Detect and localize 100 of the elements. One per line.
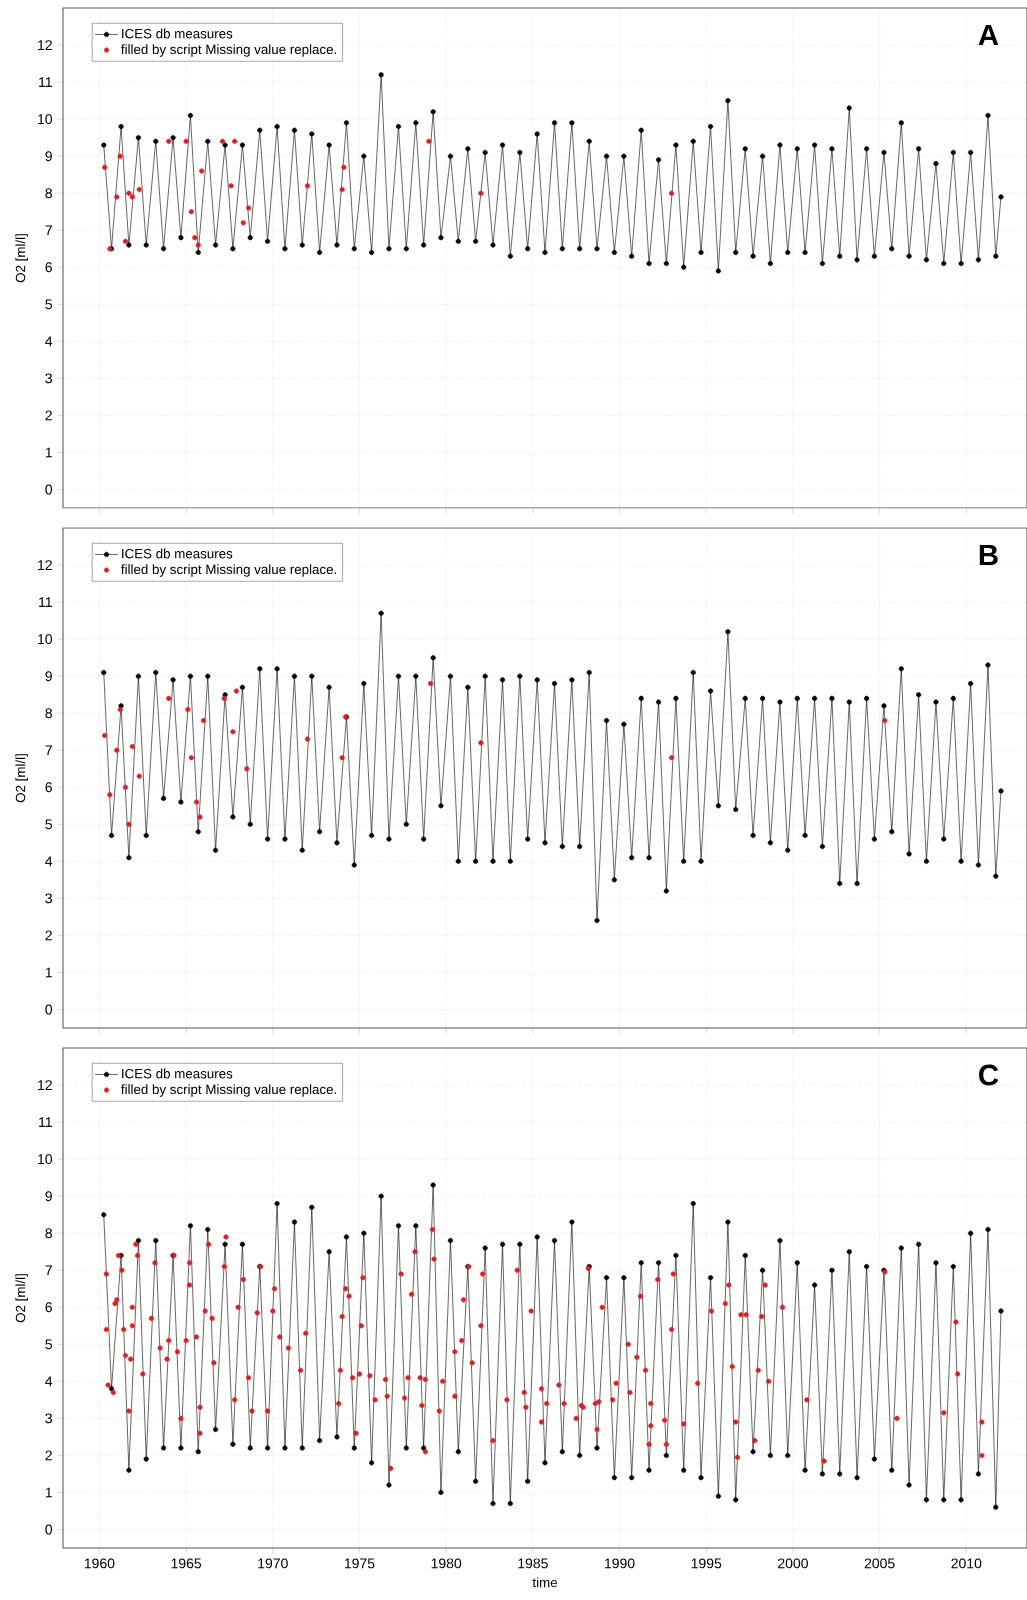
y-tick-label: 6 [45,782,52,793]
point [233,688,239,694]
y-tick-label: 4 [45,856,53,867]
legend-label: ICES db measures [122,548,233,559]
y-tick-label: 2 [45,410,52,421]
point [126,190,132,196]
y-axis-title: O2 [ml/l] [15,754,28,803]
point [122,238,128,244]
chart-title: C [979,1064,999,1086]
point [668,190,675,196]
legend-label: ICES db measures [122,28,233,39]
y-tick-label: 0 [45,1004,53,1015]
point [114,747,120,753]
point [129,743,135,750]
y-tick-label: 0 [45,1524,53,1535]
point [183,138,189,144]
y-tick-label: 4 [45,1376,53,1387]
point [102,164,108,170]
y-tick-label: 6 [45,1302,52,1313]
y-tick-label: 11 [39,77,52,87]
point [339,755,345,761]
point [244,766,250,772]
x-tick-label: 1995 [691,1558,722,1569]
point [304,183,311,189]
point [426,138,432,144]
y-tick-label: 2 [45,930,52,941]
point [341,164,347,170]
x-tick-label: 1980 [431,1558,462,1569]
y-tick-label: 12 [38,1080,52,1090]
point [193,799,200,805]
point [195,242,201,248]
y-tick-label: 11 [39,1117,52,1127]
point [199,168,205,174]
y-tick-label: 8 [45,1228,52,1239]
point [232,138,238,144]
y-tick-label: 10 [38,1154,53,1165]
point [219,138,226,144]
legend-label: filled by script Missing value replace. [121,1084,336,1097]
y-tick-label: 7 [45,1265,52,1276]
y-tick-label: 10 [38,114,53,125]
point [126,821,132,827]
y-tick-label: 10 [38,634,53,645]
point [192,235,198,241]
legend-label: ICES db measures [122,1068,233,1079]
y-tick-label: 7 [45,745,52,756]
point [166,695,172,701]
point [188,755,194,761]
y-tick-label: 3 [45,373,52,384]
y-tick-label: 1 [45,967,52,978]
y-tick-label: 3 [45,1413,52,1424]
chart-title: B [979,544,998,566]
x-tick-label: 1990 [605,1558,635,1569]
y-tick-label: 6 [45,262,52,273]
y-tick-label: 11 [39,597,52,607]
y-axis-title: O2 [ml/l] [15,1274,28,1323]
y-tick-label: 5 [45,819,52,830]
point [339,186,345,193]
y-tick-label: 2 [45,1450,52,1461]
point [117,706,123,713]
x-tick-label: 1960 [84,1558,115,1569]
point [478,740,484,746]
y-tick-label: 4 [45,336,53,347]
point [136,186,142,193]
point [428,681,434,687]
y-tick-label: 7 [45,225,52,236]
point [240,220,246,226]
x-tick-label: 1965 [171,1558,202,1569]
point [882,718,888,724]
y-tick-label: 9 [45,671,52,682]
y-axis-title: O2 [ml/l] [15,234,28,283]
x-tick-label: 2010 [951,1558,982,1569]
legend-label: filled by script Missing value replace. [121,44,336,57]
y-tick-label: 3 [45,893,52,904]
point [478,190,484,196]
y-tick-label: 8 [45,708,52,719]
y-tick-label: 5 [45,1339,52,1350]
point [245,205,252,211]
chart-title: A [978,24,999,46]
y-tick-label: 0 [45,484,53,495]
point [122,784,128,790]
y-tick-label: 5 [45,299,52,310]
point [166,138,172,144]
x-tick-label: 2000 [778,1558,808,1569]
y-tick-label: 9 [45,151,52,162]
y-tick-label: 1 [45,1487,52,1498]
point [117,153,123,159]
x-tick-label: 1970 [258,1558,288,1569]
point [230,729,236,735]
x-tick-label: 2005 [864,1558,895,1569]
y-tick-label: 9 [45,1191,52,1202]
point [185,706,191,713]
legend-label: filled by script Missing value replace. [121,564,336,577]
point [228,183,234,189]
point [197,814,203,820]
point [200,718,206,724]
point [304,736,311,742]
x-tick-label: 1975 [344,1558,375,1569]
y-tick-label: 12 [38,40,52,50]
point [136,773,142,779]
y-tick-label: 1 [45,447,52,458]
